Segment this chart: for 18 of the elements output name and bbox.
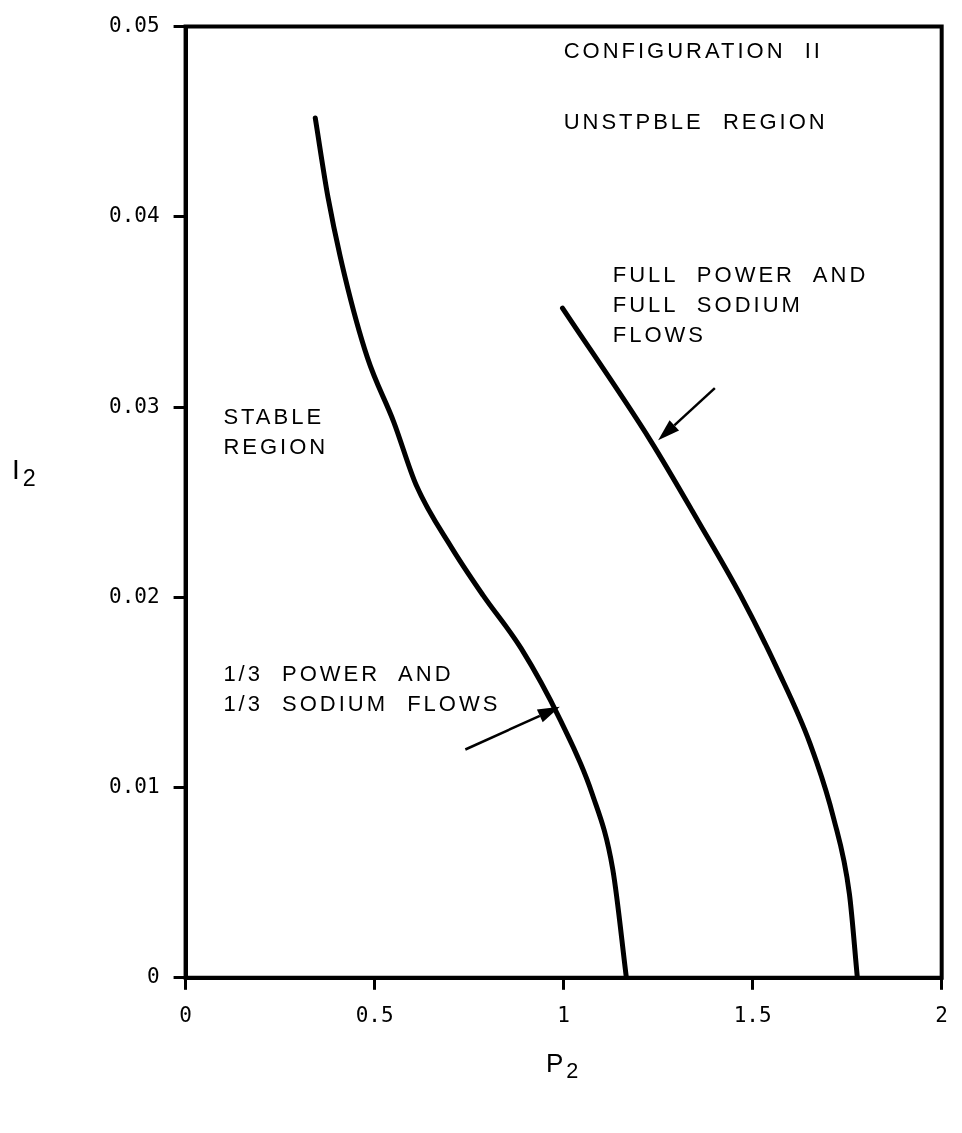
- y-tick-label: 0.02: [108, 583, 160, 608]
- series-label: 1/3 POWER AND 1/3 SODIUM FLOWS: [223, 660, 502, 719]
- x-tick-label: 2: [935, 1002, 949, 1027]
- x-tick-label: 0.5: [355, 1002, 394, 1027]
- y-tick-label: 0.05: [108, 13, 160, 38]
- annotation: UNSTPBLE REGION: [563, 108, 829, 137]
- x-tick-label: 1: [557, 1002, 570, 1027]
- y-axis-title: I$_{2}$: [12, 453, 39, 493]
- annotation: CONFIGURATION II: [563, 37, 824, 66]
- y-tick-label: 0.04: [108, 203, 160, 228]
- series-label: FULL POWER AND FULL SODIUM FLOWS: [612, 260, 870, 349]
- y-tick-label: 0.01: [108, 774, 160, 799]
- y-tick-label: 0: [146, 964, 160, 989]
- x-tick-label: 1.5: [733, 1002, 772, 1027]
- x-tick-label: 0: [179, 1002, 192, 1027]
- annotation: STABLE REGION: [223, 403, 330, 462]
- x-axis-title: P$_{2}$: [544, 1047, 583, 1085]
- y-tick-label: 0.03: [108, 393, 160, 418]
